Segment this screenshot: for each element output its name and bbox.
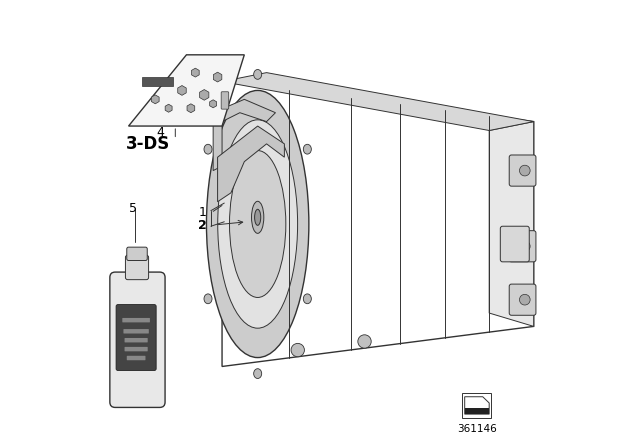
Text: 5: 5 — [129, 202, 137, 215]
FancyBboxPatch shape — [125, 347, 148, 351]
Circle shape — [520, 241, 530, 252]
FancyBboxPatch shape — [500, 226, 529, 262]
Ellipse shape — [230, 151, 286, 297]
FancyBboxPatch shape — [509, 284, 536, 315]
Ellipse shape — [218, 120, 298, 328]
Text: 361146: 361146 — [457, 424, 497, 435]
Circle shape — [520, 165, 530, 176]
Polygon shape — [218, 126, 284, 202]
Text: 4: 4 — [156, 126, 164, 139]
FancyBboxPatch shape — [127, 247, 147, 260]
Text: 3-DS: 3-DS — [126, 135, 171, 153]
FancyBboxPatch shape — [509, 155, 536, 186]
Ellipse shape — [253, 369, 262, 379]
Ellipse shape — [204, 294, 212, 304]
Polygon shape — [213, 99, 275, 171]
FancyBboxPatch shape — [125, 255, 148, 280]
Circle shape — [520, 294, 530, 305]
FancyBboxPatch shape — [124, 329, 149, 333]
Polygon shape — [129, 55, 244, 126]
Circle shape — [358, 335, 371, 348]
FancyBboxPatch shape — [127, 356, 145, 360]
Ellipse shape — [303, 144, 311, 154]
Ellipse shape — [207, 90, 309, 358]
Polygon shape — [465, 397, 489, 414]
Circle shape — [291, 343, 305, 357]
FancyBboxPatch shape — [221, 92, 228, 109]
Polygon shape — [465, 408, 489, 414]
FancyBboxPatch shape — [125, 338, 148, 342]
FancyBboxPatch shape — [110, 272, 165, 407]
Ellipse shape — [303, 294, 311, 304]
Polygon shape — [489, 121, 534, 327]
Polygon shape — [222, 73, 534, 130]
Ellipse shape — [252, 201, 264, 233]
FancyBboxPatch shape — [122, 318, 150, 323]
Text: 1: 1 — [198, 207, 207, 220]
FancyBboxPatch shape — [116, 305, 156, 370]
Ellipse shape — [204, 144, 212, 154]
FancyBboxPatch shape — [509, 231, 536, 262]
Text: 2: 2 — [198, 219, 207, 232]
Ellipse shape — [253, 69, 262, 79]
Ellipse shape — [255, 209, 260, 225]
Polygon shape — [142, 77, 173, 86]
